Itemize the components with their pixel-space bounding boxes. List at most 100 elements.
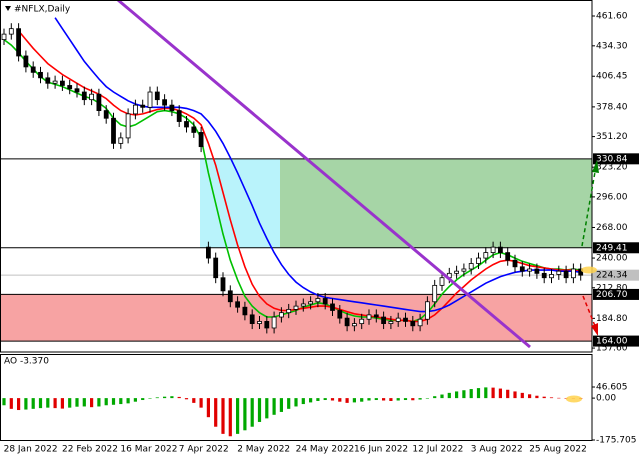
level-label: 206.70 xyxy=(596,290,628,300)
ao-bar xyxy=(75,398,79,407)
candle-body xyxy=(154,91,160,101)
ao-bar xyxy=(330,398,335,401)
ao-bar xyxy=(141,398,145,401)
ao-bar xyxy=(498,388,502,399)
candle-body xyxy=(351,323,357,327)
x-tick-label: 24 May 2022 xyxy=(296,445,355,455)
axes: 28 Jan 2022 22 Feb 2022 16 Mar 2022 7 Apr 2… xyxy=(4,11,639,455)
candle-body xyxy=(125,113,131,139)
ao-bar xyxy=(119,398,123,405)
ao-bar xyxy=(309,398,313,403)
candle-body xyxy=(278,312,284,318)
candle-body xyxy=(30,66,36,73)
y-tick-label: 240.00 xyxy=(596,254,628,264)
candle-body xyxy=(132,104,138,115)
ao-bar xyxy=(418,398,422,400)
ao-bar xyxy=(389,398,393,401)
level-label: 164.00 xyxy=(596,337,628,347)
candle-body xyxy=(257,321,262,324)
chart-title: #NFLX,Daily xyxy=(14,5,71,15)
ao-bar xyxy=(279,398,283,412)
ao-bar xyxy=(148,398,152,399)
candle-body xyxy=(527,268,532,272)
ao-bar xyxy=(440,394,444,399)
x-tick-label: 3 Aug 2022 xyxy=(471,445,523,455)
candle-body xyxy=(454,270,460,274)
candle-body xyxy=(140,104,146,108)
level-label: 224.34 xyxy=(596,271,628,281)
ao-bar xyxy=(82,398,86,407)
ao-bar xyxy=(520,392,524,399)
ao-bar xyxy=(111,398,116,405)
ao-bar xyxy=(170,396,174,399)
candle-body xyxy=(286,308,292,314)
candle-body xyxy=(395,317,401,322)
ao-bar xyxy=(382,398,386,401)
level-label: 330.84 xyxy=(596,154,628,164)
title-icon xyxy=(5,6,11,11)
candle-body xyxy=(89,93,94,101)
level-label-box xyxy=(593,288,639,300)
ao-bar xyxy=(17,398,21,411)
ao-bar xyxy=(447,392,451,399)
candle-body xyxy=(322,298,328,305)
ao-bar xyxy=(367,398,371,401)
candle-body xyxy=(344,317,350,327)
projection-arrows xyxy=(581,160,599,336)
candle-body xyxy=(118,137,124,144)
y-tick-label: 351.20 xyxy=(596,132,628,142)
y-tick-label: 323.20 xyxy=(596,163,628,173)
candle-body xyxy=(213,257,219,279)
candle-body xyxy=(468,263,474,270)
candle-body xyxy=(38,71,43,79)
candle-body xyxy=(74,88,80,93)
ao-bar xyxy=(2,398,6,406)
candle-body xyxy=(52,80,58,84)
candle-body xyxy=(519,266,525,272)
ao-bar xyxy=(9,398,13,409)
ao-bar xyxy=(564,398,568,399)
ao-bar xyxy=(192,398,196,403)
candle-body xyxy=(1,33,7,40)
ao-bar xyxy=(469,389,473,399)
ao-bar xyxy=(163,396,167,399)
candle-body xyxy=(191,126,197,133)
candle-body xyxy=(534,268,540,274)
ao-bar xyxy=(243,398,247,431)
candle-body xyxy=(417,318,423,327)
moving-average xyxy=(17,30,581,323)
ao-bar xyxy=(287,398,291,409)
ao-bar xyxy=(38,398,43,409)
ao-bar xyxy=(126,398,130,404)
x-tick-label: 16 Jun 2022 xyxy=(354,445,408,455)
ao-bar xyxy=(345,398,349,403)
ao-bar xyxy=(396,398,400,401)
candle-body xyxy=(103,110,109,119)
candle-body xyxy=(497,246,503,253)
y-tick-label: 296.00 xyxy=(596,192,628,202)
ao-bar xyxy=(53,398,57,409)
candle-body xyxy=(8,28,14,35)
candle-body xyxy=(184,121,189,128)
ao-bar xyxy=(236,398,240,434)
candle-body xyxy=(410,321,416,327)
candle-body xyxy=(67,85,73,90)
ao-bar xyxy=(462,390,466,399)
ao-frame xyxy=(0,354,593,441)
candle-body xyxy=(381,316,387,324)
ao-bar xyxy=(250,398,254,427)
ao-bar xyxy=(528,394,532,399)
candle-body xyxy=(264,321,270,329)
marker xyxy=(566,395,582,403)
candle-body xyxy=(60,80,65,86)
entry-zone xyxy=(200,158,280,248)
candle-body xyxy=(366,314,372,320)
candle-body xyxy=(432,284,438,303)
ao-bar xyxy=(199,398,203,408)
ao-bar xyxy=(557,397,561,399)
ao-bar xyxy=(97,398,101,407)
candle-body xyxy=(330,303,335,311)
ao-bar xyxy=(403,398,408,401)
ao-bar xyxy=(272,398,276,415)
